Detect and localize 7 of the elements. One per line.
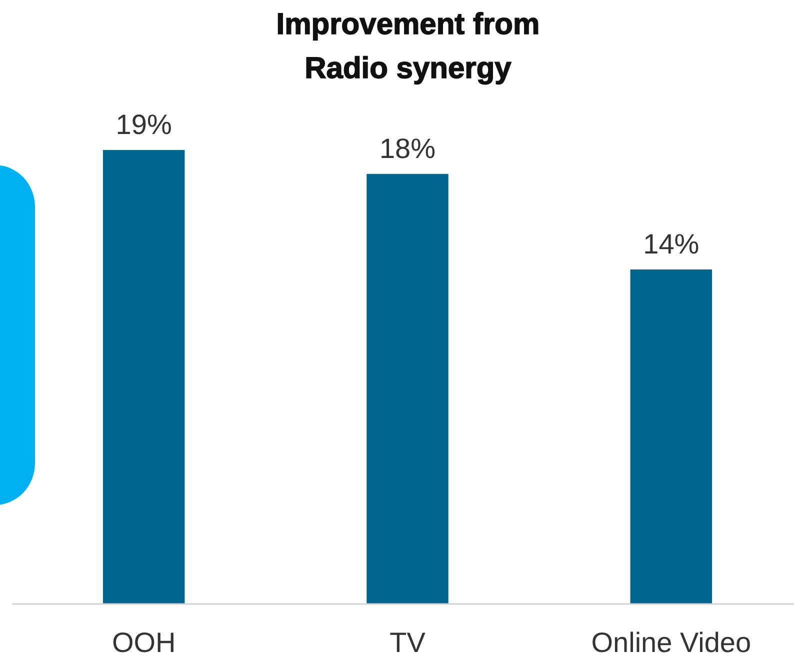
data-label: 14% — [643, 228, 700, 260]
x-tick-label: TV — [390, 627, 426, 658]
x-tick-label: Online Video — [591, 627, 752, 658]
chart-title: Improvement from Radio synergy — [276, 8, 540, 85]
data-label: 18% — [379, 132, 436, 164]
data-label: 19% — [116, 109, 172, 140]
x-tick-label: OOH — [112, 627, 176, 658]
